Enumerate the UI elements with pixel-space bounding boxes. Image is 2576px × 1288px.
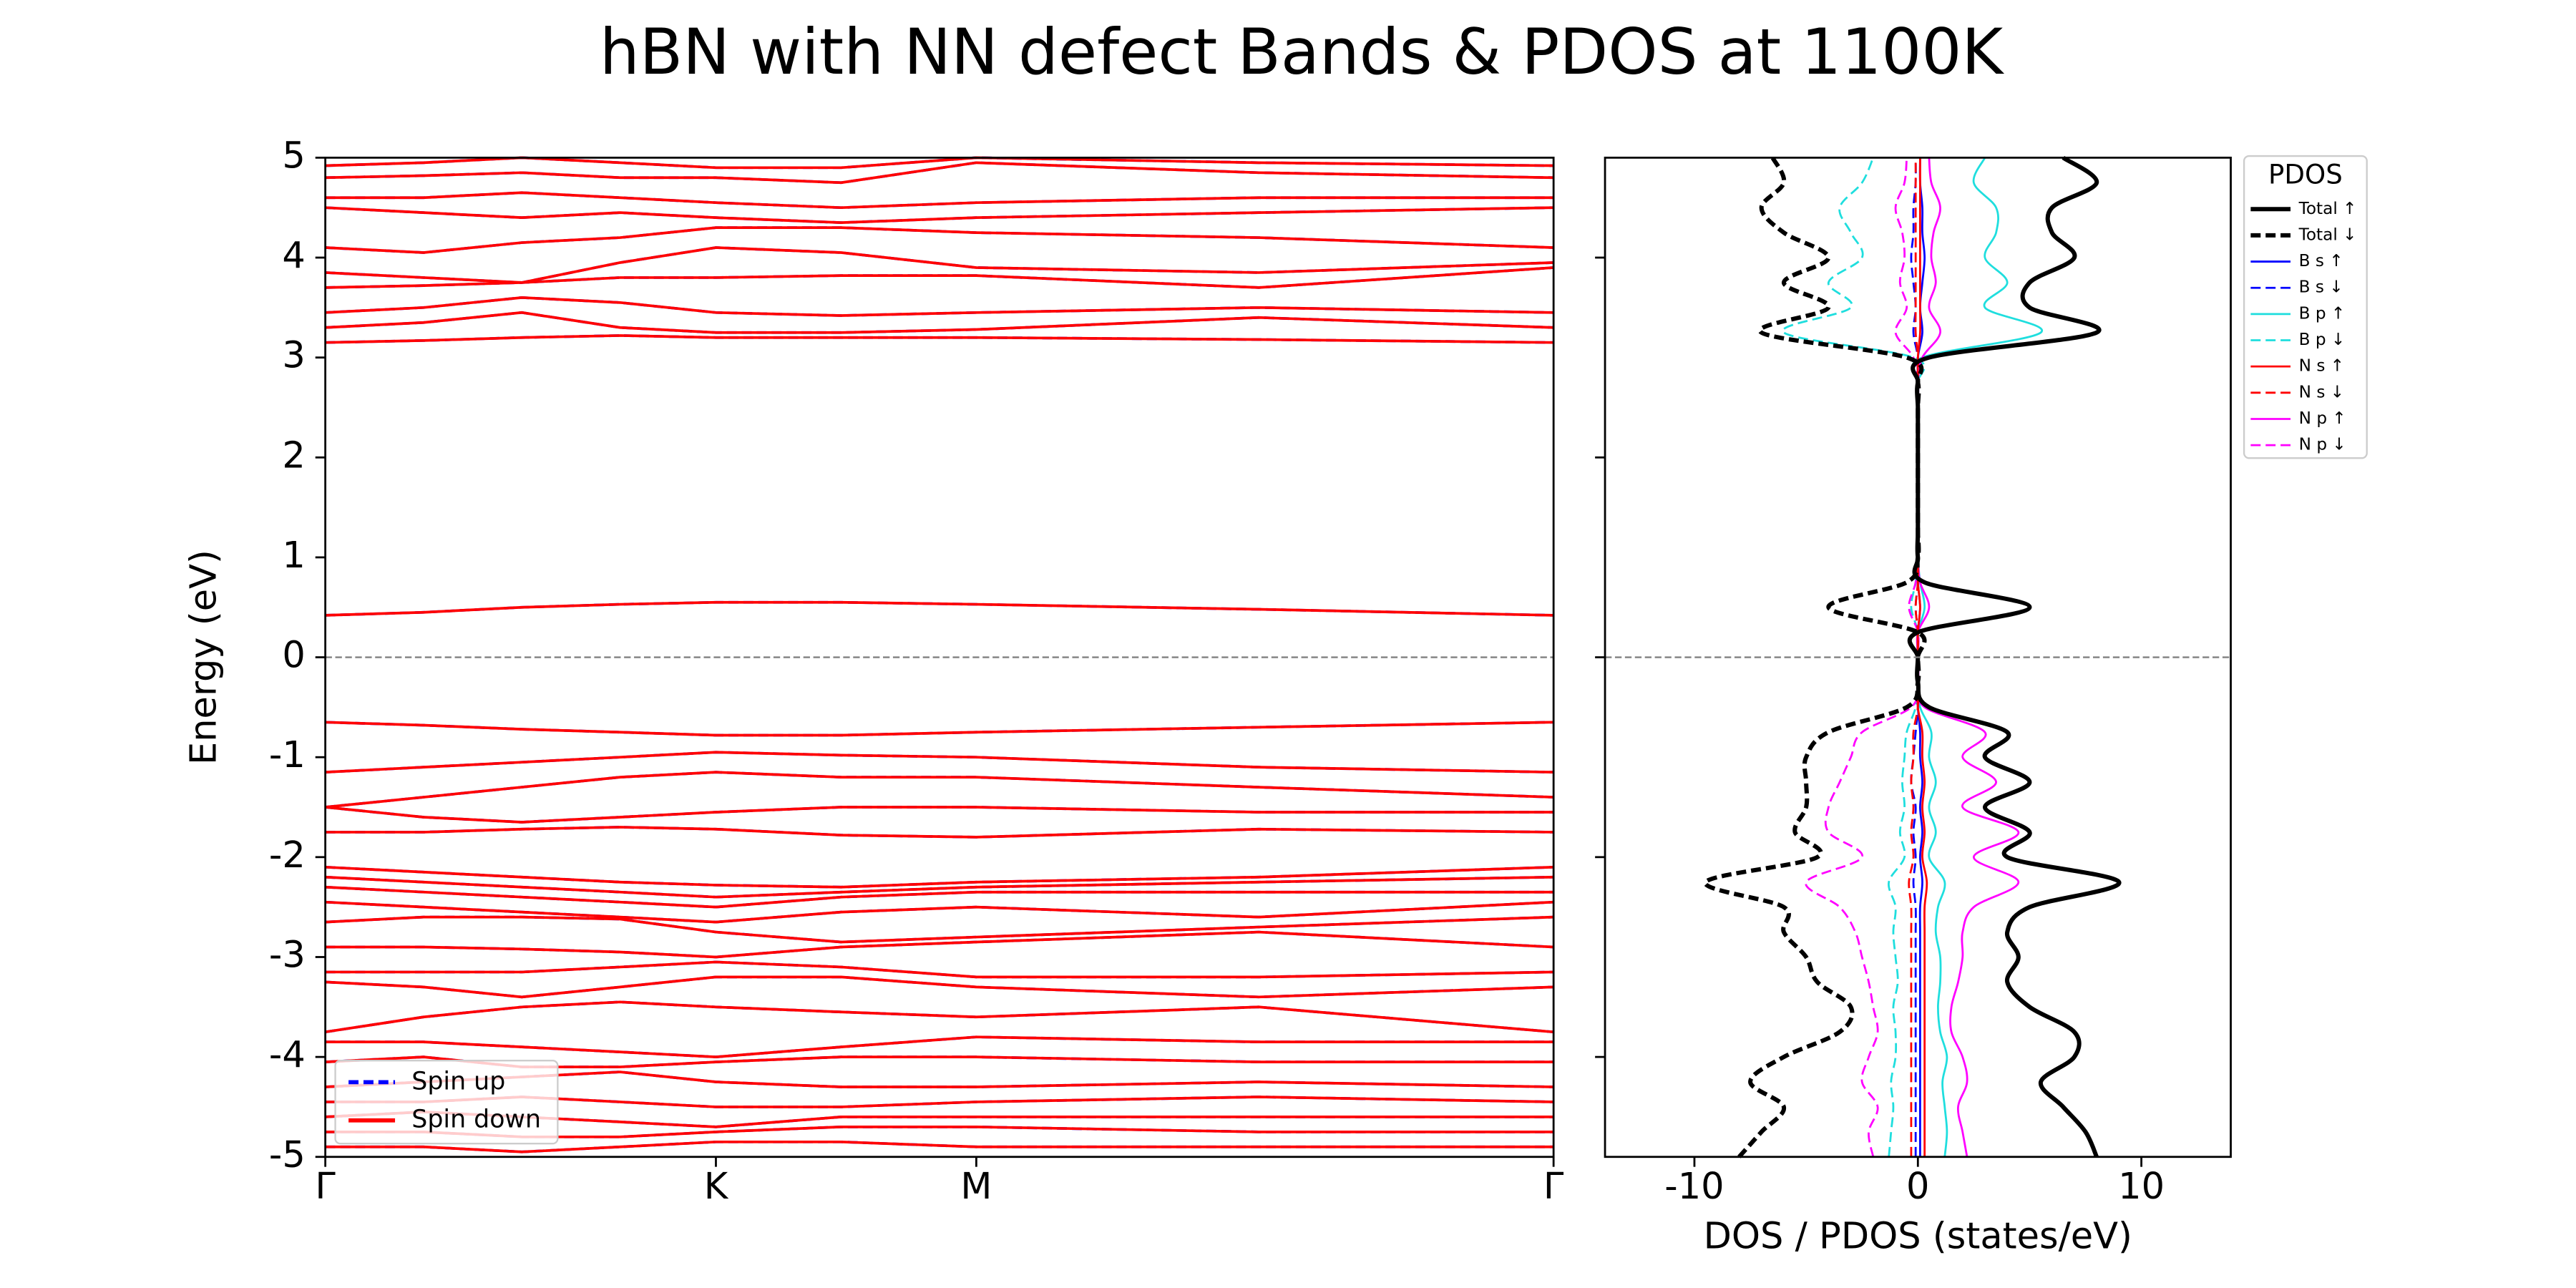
x-tick-label: M bbox=[960, 1166, 992, 1208]
band-line bbox=[325, 311, 1554, 334]
legend-label: N p ↓ bbox=[2299, 435, 2346, 454]
band-line bbox=[325, 161, 1554, 185]
band-line bbox=[325, 1140, 1554, 1153]
band-line bbox=[325, 900, 1554, 924]
band-line bbox=[325, 915, 1554, 944]
pdos-line bbox=[1907, 155, 2122, 1158]
band-line bbox=[325, 975, 1554, 999]
y-tick-label: -3 bbox=[269, 934, 306, 976]
band-line bbox=[325, 751, 1554, 774]
x-tick-label: 0 bbox=[1906, 1166, 1929, 1208]
y-tick-label: 3 bbox=[282, 335, 305, 377]
band-line bbox=[325, 334, 1554, 344]
y-tick-label: -2 bbox=[269, 834, 306, 877]
legend-label: Total ↑ bbox=[2298, 199, 2357, 218]
legend-box bbox=[334, 1060, 559, 1145]
band-line bbox=[325, 226, 1554, 254]
band-line bbox=[325, 771, 1554, 809]
legend-label: Total ↓ bbox=[2298, 225, 2357, 244]
legend-label: N s ↑ bbox=[2299, 356, 2345, 376]
legend-title: PDOS bbox=[2268, 159, 2343, 190]
band-line bbox=[325, 865, 1554, 889]
y-tick-label: 0 bbox=[282, 635, 305, 677]
y-tick-label: -4 bbox=[269, 1034, 306, 1076]
band-line bbox=[325, 296, 1554, 317]
band-line bbox=[325, 191, 1554, 210]
legend-label: Spin up bbox=[411, 1067, 505, 1096]
band-line bbox=[325, 206, 1554, 224]
figure-title: hBN with NN defect Bands & PDOS at 1100K bbox=[600, 15, 2005, 89]
legend-label: N p ↑ bbox=[2299, 409, 2346, 428]
y-tick-label: 5 bbox=[282, 135, 305, 177]
pdos-line bbox=[1703, 156, 1927, 1158]
legend-label: B p ↑ bbox=[2299, 303, 2346, 323]
band-line bbox=[325, 960, 1554, 979]
legend-label: Spin down bbox=[411, 1106, 541, 1134]
band-line bbox=[325, 885, 1554, 909]
band-line bbox=[325, 246, 1554, 284]
legend-label: N s ↓ bbox=[2299, 382, 2345, 401]
band-line bbox=[325, 875, 1554, 899]
y-tick-label: 1 bbox=[282, 535, 305, 577]
x-tick-label: -10 bbox=[1664, 1166, 1724, 1208]
legend-box bbox=[2243, 155, 2368, 459]
band-line bbox=[325, 600, 1554, 617]
pdos-line bbox=[1805, 157, 1920, 1158]
x-tick-label: Γ bbox=[315, 1166, 336, 1208]
band-line bbox=[325, 1035, 1554, 1058]
x-tick-label: Γ bbox=[1543, 1166, 1564, 1208]
legend-label: B p ↓ bbox=[2299, 330, 2346, 349]
legend-label: B s ↓ bbox=[2299, 278, 2343, 297]
band-line bbox=[325, 806, 1554, 824]
y-tick-label: -1 bbox=[269, 734, 306, 776]
band-line bbox=[325, 930, 1554, 959]
band-line bbox=[325, 156, 1554, 170]
band-line bbox=[325, 721, 1554, 737]
y-axis-label: Energy (eV) bbox=[183, 550, 225, 765]
x-tick-label: 10 bbox=[2118, 1166, 2165, 1208]
x-axis-label: DOS / PDOS (states/eV) bbox=[1704, 1215, 2132, 1257]
x-tick-label: K bbox=[704, 1166, 729, 1208]
band-line bbox=[325, 826, 1554, 839]
y-tick-label: -5 bbox=[269, 1134, 306, 1176]
y-tick-label: 4 bbox=[282, 235, 305, 277]
legend-label: B s ↑ bbox=[2299, 251, 2343, 270]
y-tick-label: 2 bbox=[282, 434, 305, 477]
band-line bbox=[325, 1000, 1554, 1034]
band-line bbox=[325, 266, 1554, 289]
